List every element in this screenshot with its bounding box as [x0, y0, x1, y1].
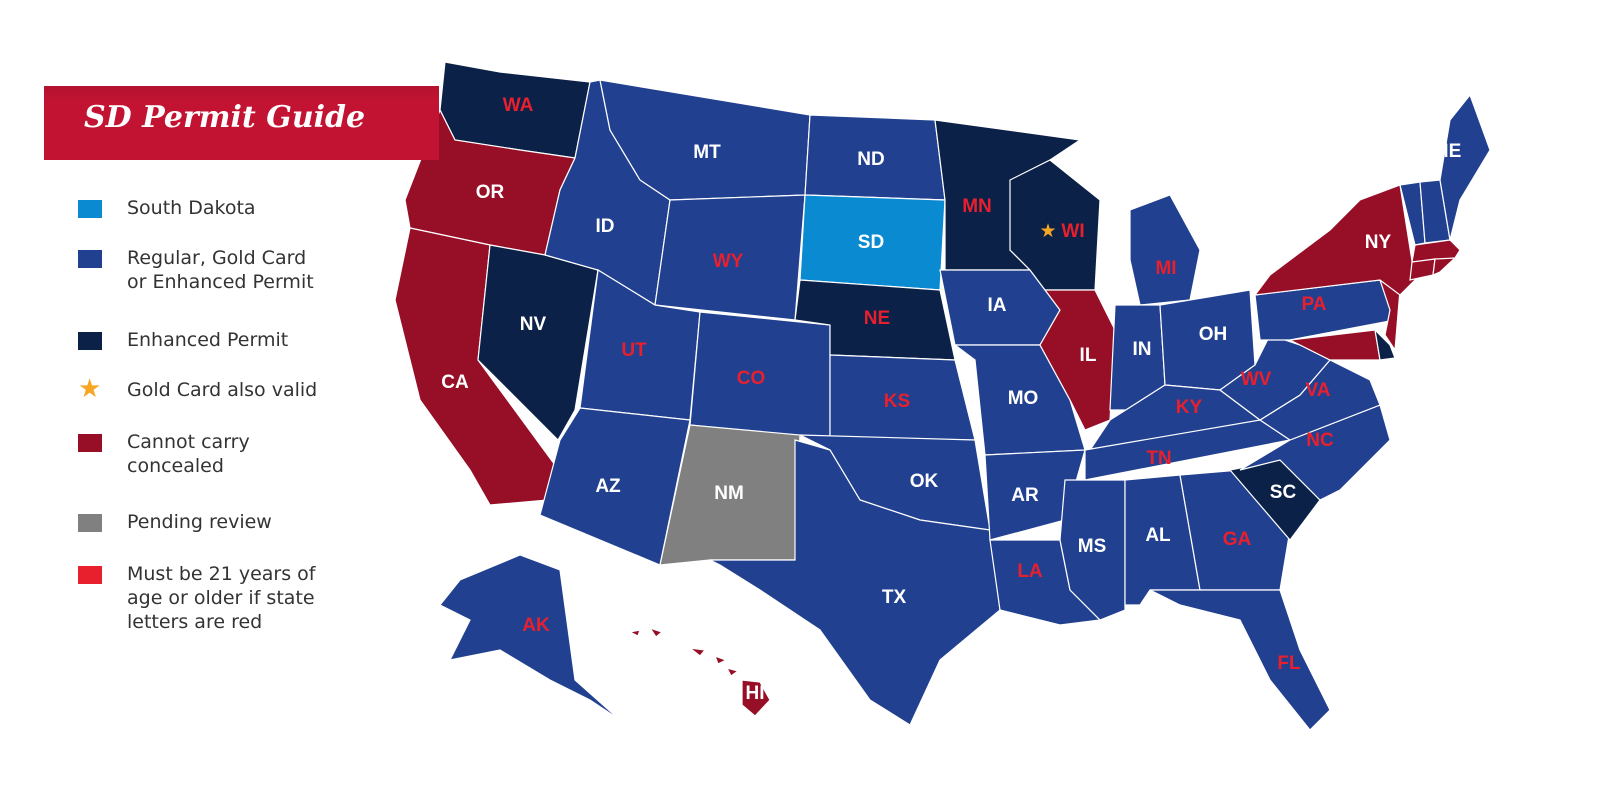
state-label-mt: MT — [693, 142, 721, 163]
state-label-ut: UT — [621, 340, 647, 361]
state-label-al: AL — [1145, 525, 1171, 546]
state-label-or: OR — [476, 182, 505, 203]
legend-swatch — [78, 332, 102, 350]
state-il — [1039, 289, 1116, 431]
state-label-ok: OK — [910, 471, 939, 492]
state-hi — [648, 626, 664, 638]
legend-swatch — [78, 514, 102, 532]
state-label-pa: PA — [1302, 294, 1327, 315]
legend-swatch — [78, 200, 102, 218]
title-banner: SD Permit Guide — [44, 86, 439, 160]
state-fl — [1149, 589, 1331, 731]
state-label-ak: AK — [522, 615, 550, 636]
state-label-wv: WV — [1241, 369, 1272, 390]
state-hi — [713, 654, 728, 665]
state-label-az: AZ — [595, 476, 621, 497]
page-title: SD Permit Guide — [84, 100, 366, 135]
state-label-sd: SD — [858, 232, 884, 253]
legend-swatch — [78, 566, 102, 584]
state-label-ca: CA — [441, 372, 469, 393]
state-label-id: ID — [596, 216, 615, 237]
state-label-wi: WI — [1061, 221, 1084, 242]
state-hi — [725, 667, 740, 677]
state-label-in: IN — [1133, 339, 1152, 360]
state-tx — [709, 439, 1001, 726]
state-label-nm: NM — [714, 483, 744, 504]
state-me — [1439, 93, 1491, 241]
legend-swatch — [78, 250, 102, 268]
state-ak — [439, 554, 621, 721]
state-az — [539, 407, 691, 566]
state-ri — [1432, 257, 1457, 276]
legend-label: Pending review — [127, 511, 272, 533]
state-label-co: CO — [737, 368, 766, 389]
state-label-ia: IA — [988, 295, 1007, 316]
state-label-fl: FL — [1277, 653, 1301, 674]
state-ma — [1411, 239, 1461, 263]
state-label-va: VA — [1306, 380, 1331, 401]
state-label-il: IL — [1080, 345, 1097, 366]
state-label-nv: NV — [520, 314, 547, 335]
state-label-ar: AR — [1011, 485, 1039, 506]
state-ct — [1409, 258, 1436, 281]
state-hi — [687, 647, 707, 657]
state-label-ms: MS — [1078, 536, 1107, 557]
state-label-ny: NY — [1365, 232, 1392, 253]
state-label-la: LA — [1017, 561, 1043, 582]
legend-label: Cannot carry concealed — [127, 431, 250, 477]
legend-label: South Dakota — [127, 197, 256, 219]
state-label-tx: TX — [882, 587, 907, 608]
state-label-ne: NE — [864, 308, 890, 329]
legend-label: Gold Card also valid — [127, 379, 318, 401]
state-mi — [1129, 194, 1201, 306]
state-hi — [741, 679, 771, 717]
state-label-ks: KS — [884, 391, 910, 412]
state-label-ky: KY — [1176, 397, 1203, 418]
state-label-tn: TN — [1146, 448, 1171, 469]
state-ny — [1253, 184, 1416, 296]
state-label-mo: MO — [1008, 388, 1039, 409]
legend-label: Regular, Gold Card or Enhanced Permit — [127, 247, 314, 293]
legend-label: Enhanced Permit — [127, 329, 289, 351]
state-label-mi: MI — [1155, 258, 1176, 279]
star-icon: ★ — [78, 374, 102, 404]
state-md — [1287, 329, 1381, 361]
state-label-wy: WY — [713, 251, 744, 272]
state-label-ga: GA — [1223, 529, 1252, 550]
state-label-sc: SC — [1270, 482, 1297, 503]
state-label-hi: HI — [746, 683, 765, 704]
legend-label: Must be 21 years of age or older if stat… — [127, 563, 316, 633]
state-label-me: ME — [1433, 141, 1462, 162]
gold-star-icon: ★ — [1039, 221, 1056, 242]
state-label-mn: MN — [962, 196, 992, 217]
state-label-nd: ND — [857, 149, 884, 170]
state-label-nc: NC — [1306, 430, 1334, 451]
legend-swatch — [78, 434, 102, 452]
state-de — [1374, 328, 1396, 361]
state-hi — [628, 629, 641, 637]
state-label-oh: OH — [1199, 324, 1228, 345]
state-label-wa: WA — [503, 95, 534, 116]
